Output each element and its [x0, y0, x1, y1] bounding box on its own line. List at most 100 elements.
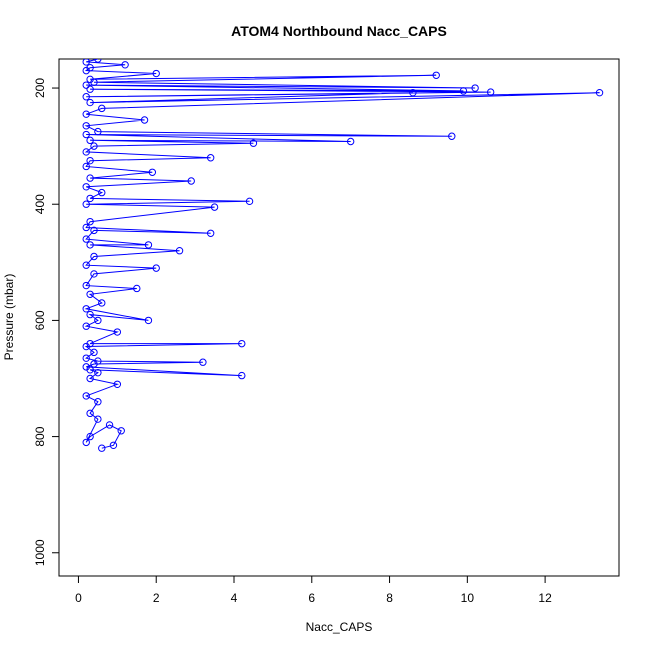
- data-point: [82, 122, 90, 130]
- data-point: [82, 162, 90, 171]
- data-point: [113, 328, 122, 336]
- plot-frame: [58, 58, 620, 577]
- data-point: [86, 194, 94, 203]
- data-point: [86, 374, 94, 383]
- y-tick-label: 800: [33, 426, 47, 446]
- x-tick-label: 4: [231, 591, 238, 605]
- data-point: [94, 415, 102, 423]
- x-tick-label: 2: [153, 591, 160, 605]
- data-point: [113, 380, 122, 389]
- data-point: [82, 235, 90, 243]
- data-point: [595, 88, 604, 97]
- data-point: [90, 252, 98, 261]
- data-point: [238, 371, 246, 380]
- data-point: [86, 290, 94, 298]
- data-point: [82, 363, 90, 371]
- data-point: [210, 203, 219, 211]
- x-tick-label: 8: [386, 591, 393, 605]
- data-point: [86, 136, 94, 145]
- data-point: [86, 339, 94, 348]
- data-point: [86, 310, 94, 319]
- data-point: [86, 156, 94, 165]
- data-point: [346, 137, 355, 146]
- data-point: [432, 71, 440, 79]
- data-point: [187, 177, 195, 185]
- data-point: [105, 421, 114, 429]
- data-point: [144, 316, 153, 325]
- data-point: [86, 64, 94, 72]
- data-point: [82, 322, 90, 330]
- data-point: [82, 223, 90, 232]
- data-point: [152, 264, 160, 272]
- data-point: [109, 441, 118, 449]
- data-point: [133, 284, 141, 293]
- data-point: [459, 87, 468, 95]
- x-tick-label: 6: [308, 591, 315, 605]
- data-point: [409, 88, 417, 97]
- x-axis: 0 2 4 6 8 10 12: [75, 575, 552, 605]
- data-point: [86, 98, 94, 107]
- data-point: [82, 183, 90, 191]
- y-axis: 200 400 600 800 1000: [33, 78, 60, 566]
- data-point: [94, 368, 102, 377]
- data-point: [82, 148, 90, 156]
- data-point: [140, 116, 149, 124]
- data-point: [82, 281, 90, 290]
- data-point: [148, 168, 157, 176]
- data-point: [82, 392, 90, 400]
- data-point: [152, 69, 160, 78]
- series-0: [82, 59, 604, 452]
- data-point: [94, 398, 102, 406]
- chart-title: ATOM4 Northbound Nacc_CAPS: [231, 23, 447, 39]
- data-point: [86, 409, 94, 418]
- data-point: [82, 200, 90, 208]
- data-point: [448, 132, 456, 140]
- series-line: [84, 59, 600, 449]
- data-point: [90, 142, 98, 150]
- y-tick-label: 1000: [33, 539, 47, 566]
- data-point: [98, 188, 106, 197]
- x-tick-label: 0: [75, 591, 82, 605]
- x-tick-label: 12: [538, 591, 552, 605]
- y-tick-label: 600: [33, 310, 47, 330]
- data-point: [238, 339, 246, 348]
- data-point: [94, 59, 102, 63]
- data-point: [82, 305, 90, 313]
- data-point: [121, 61, 129, 69]
- data-point: [90, 226, 98, 235]
- data-point: [117, 427, 125, 435]
- y-axis-label: Pressure (mbar): [2, 274, 16, 361]
- data-point: [98, 104, 106, 113]
- data-point: [486, 88, 495, 96]
- data-point: [98, 299, 106, 307]
- data-point: [82, 354, 90, 362]
- data-point: [86, 75, 94, 84]
- data-point: [86, 174, 94, 182]
- x-axis-label: Nacc_CAPS: [306, 620, 373, 634]
- data-point: [86, 217, 94, 226]
- data-point: [82, 110, 90, 118]
- data-point: [82, 261, 90, 269]
- data-point: [199, 358, 207, 366]
- y-tick-label: 200: [33, 78, 47, 98]
- data-point: [144, 241, 153, 249]
- data-point: [82, 130, 90, 139]
- data-point: [82, 93, 90, 101]
- data-point: [175, 246, 184, 255]
- data-point: [86, 241, 94, 249]
- data-point: [86, 85, 94, 93]
- data-point: [90, 270, 98, 278]
- data-point: [206, 154, 215, 162]
- data-point: [249, 139, 258, 147]
- data-point: [90, 348, 98, 357]
- x-tick-label: 10: [461, 591, 475, 605]
- data-point: [471, 84, 479, 92]
- y-tick-label: 400: [33, 194, 47, 214]
- data-point: [94, 316, 102, 325]
- data-point: [82, 59, 90, 66]
- data-point: [245, 197, 254, 206]
- data-point: [94, 357, 102, 365]
- data-point: [206, 229, 215, 237]
- data-point: [98, 444, 106, 452]
